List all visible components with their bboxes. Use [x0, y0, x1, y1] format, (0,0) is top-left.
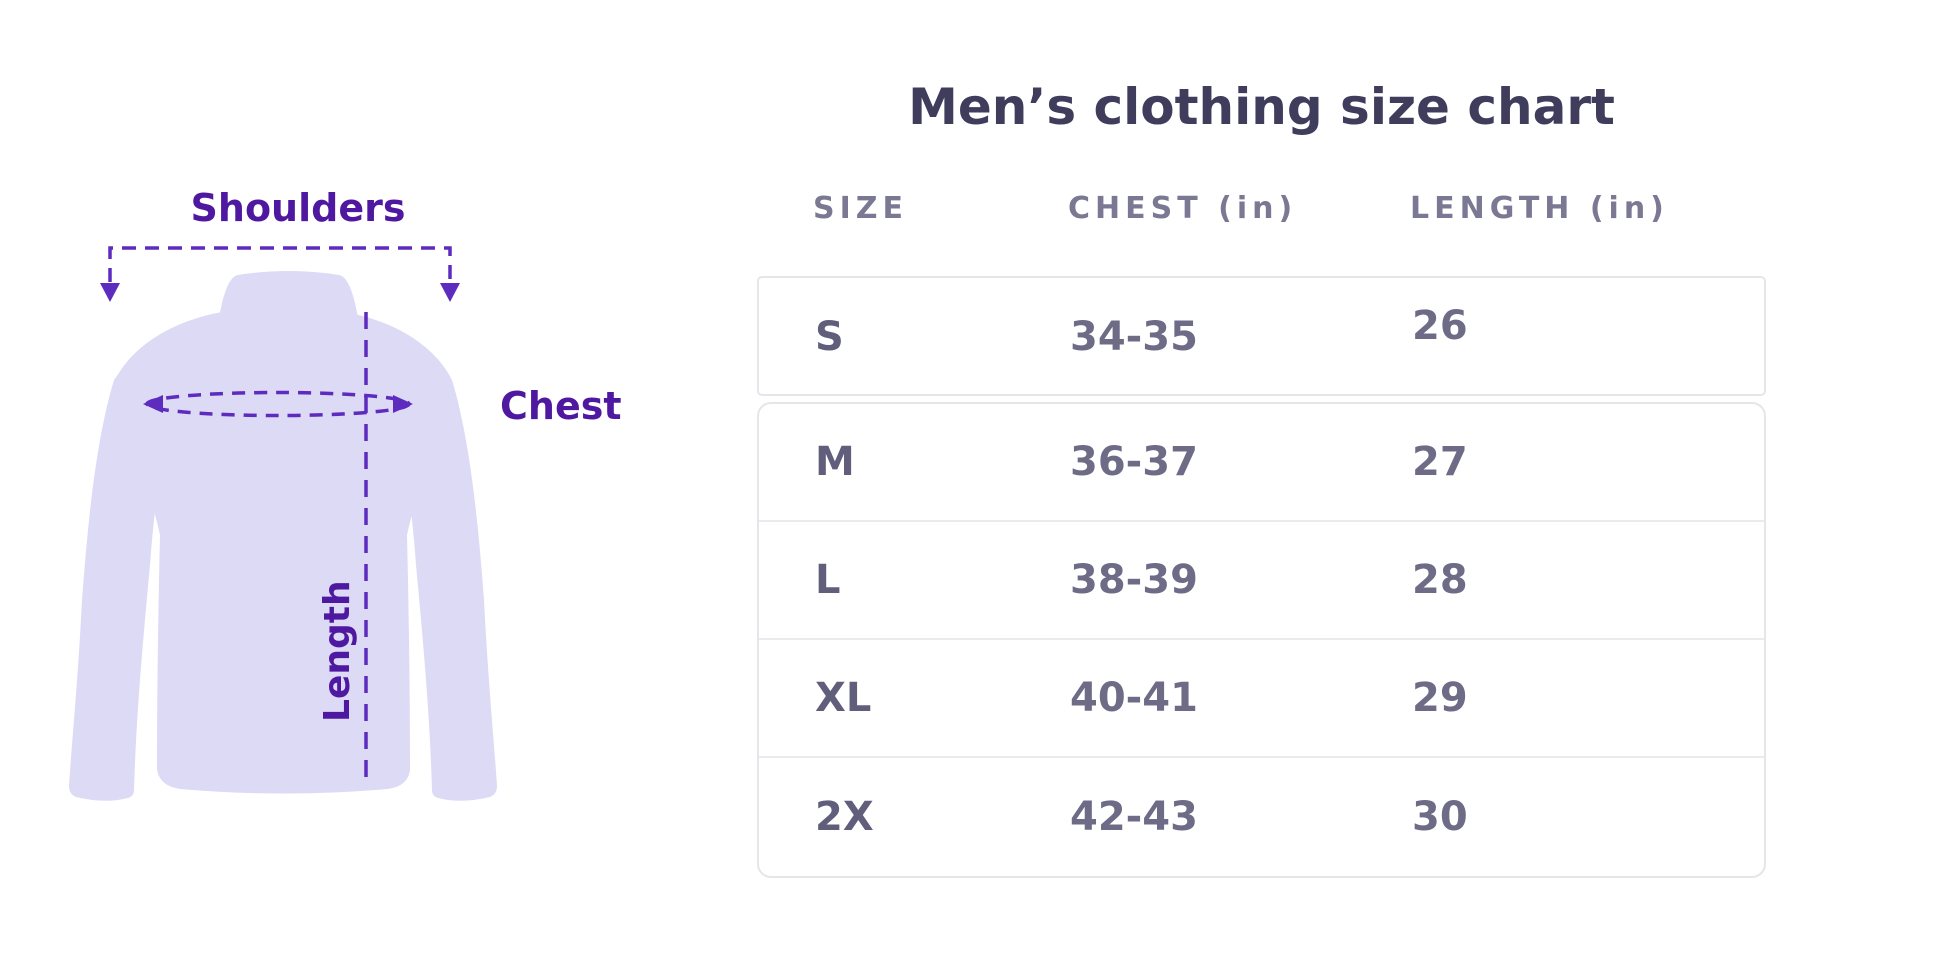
size-cell: S: [815, 314, 844, 360]
sleeve-left-shape: [69, 318, 230, 801]
length-cell: 26: [1412, 303, 1468, 349]
shirt-illustration: [69, 246, 497, 801]
size-cell: 2X: [815, 794, 874, 840]
length-cell: 29: [1412, 675, 1468, 721]
column-header-chest: CHEST (in): [1068, 190, 1298, 226]
chest-arrow-left-icon: [143, 395, 163, 413]
table-row: S 34-35 26: [759, 278, 1764, 396]
shoulder-arrow-left-icon: [100, 283, 120, 302]
chest-cell: 36-37: [1070, 439, 1198, 485]
page-title: Men’s clothing size chart: [908, 78, 1615, 136]
length-label: Length: [317, 580, 358, 722]
length-cell: 30: [1412, 794, 1468, 840]
shirt-silhouette: [69, 271, 497, 801]
collar-shape: [219, 271, 358, 318]
sleeve-right-shape: [336, 318, 497, 801]
table-row: 2X 42-43 30: [759, 758, 1764, 876]
table-box-first: S 34-35 26: [757, 276, 1766, 396]
length-cell: 27: [1412, 439, 1468, 485]
shoulder-measure-line: [108, 246, 452, 282]
chest-cell: 38-39: [1070, 557, 1198, 603]
length-cell: 28: [1412, 557, 1468, 603]
table-row: L 38-39 28: [759, 522, 1764, 640]
column-header-size: SIZE: [813, 190, 909, 226]
chest-arrow-right-icon: [393, 395, 413, 413]
table-header: SIZE CHEST (in) LENGTH (in): [757, 190, 1766, 226]
table-row: XL 40-41 29: [759, 640, 1764, 758]
size-cell: M: [815, 439, 855, 485]
table-box-rest: M 36-37 27 L 38-39 28 XL 40-41 29 2X 42-…: [757, 402, 1766, 878]
table-row: M 36-37 27: [759, 404, 1764, 522]
chest-cell: 40-41: [1070, 675, 1198, 721]
size-cell: L: [815, 557, 841, 603]
column-header-length: LENGTH (in): [1410, 190, 1669, 226]
size-cell: XL: [815, 675, 872, 721]
chest-cell: 42-43: [1070, 794, 1198, 840]
shoulder-arrow-right-icon: [440, 283, 460, 302]
shoulders-label: Shoulders: [190, 186, 406, 230]
chest-cell: 34-35: [1070, 314, 1198, 360]
chest-label: Chest: [500, 384, 622, 428]
